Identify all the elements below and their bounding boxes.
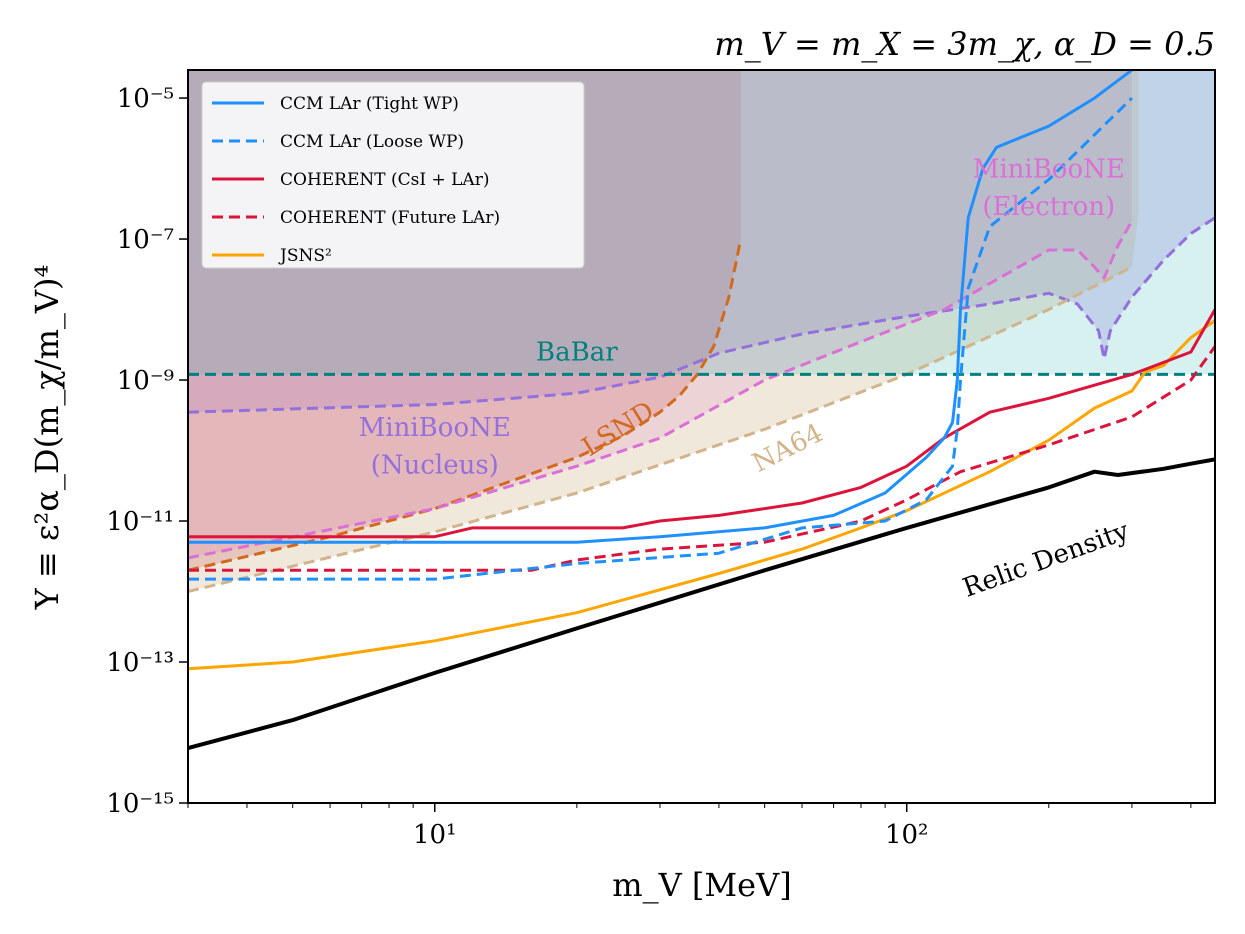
legend: CCM LAr (Tight WP) CCM LAr (Loose WP) COHE…	[201, 81, 585, 269]
chart-title: m_V = m_X = 3m_χ, α_D = 0.5	[714, 25, 1215, 63]
legend-label-coherent-csi-lar: COHERENT (CsI + LAr)	[280, 170, 489, 190]
y-tick-label: 10⁻¹¹	[106, 507, 174, 537]
series-lsnd	[188, 238, 743, 572]
x-tick-label: 10²	[885, 820, 929, 850]
series-coherent-csi-lar	[188, 308, 1215, 539]
annotation-miniboone: MiniBooNE	[359, 413, 511, 443]
series-relic-density	[188, 457, 1215, 751]
series-miniboone-nucleus	[188, 216, 1215, 414]
x-tick-label: 10¹	[413, 820, 457, 850]
legend-label-coherent-future-lar: COHERENT (Future LAr)	[280, 208, 500, 228]
annotation-babar: BaBar	[536, 337, 618, 367]
annotation-relic-density: Relic Density	[959, 516, 1133, 604]
x-axis-label: m_V [MeV]	[612, 866, 791, 904]
legend-label-ccm-lar-tight-wp: CCM LAr (Tight WP)	[280, 94, 459, 114]
legend-label-ccm-lar-loose-wp: CCM LAr (Loose WP)	[280, 132, 464, 152]
series-coherent-future-lar	[188, 345, 1215, 572]
series-ccm-lar-loose-wp	[188, 97, 1133, 581]
annotation-electron: (Electron)	[982, 192, 1115, 222]
y-tick-label: 10⁻⁷	[117, 225, 174, 255]
y-tick-label: 10⁻⁵	[117, 84, 174, 114]
annotation-miniboone: MiniBooNE	[973, 154, 1125, 184]
series-jsns	[188, 319, 1215, 671]
legend-label-jsns: JSNS²	[278, 246, 332, 266]
series-lines	[188, 70, 1215, 751]
y-tick-label: 10⁻¹³	[106, 648, 174, 678]
y-tick-label: 10⁻¹⁵	[106, 789, 174, 819]
series-na64	[188, 265, 1133, 593]
axes: 10⁻⁵ 10⁻⁷ 10⁻⁹ 10⁻¹¹ 10⁻¹³ 10⁻¹⁵ 10¹ 10²	[106, 69, 1216, 850]
series-miniboone-electron	[188, 220, 1134, 560]
series-ccm-lar-tight-wp	[188, 70, 1133, 544]
annotation-nucleus: (Nucleus)	[371, 451, 499, 481]
plot-frame	[187, 69, 1216, 804]
y-tick-label: 10⁻⁹	[117, 366, 174, 396]
legend-box	[201, 81, 585, 269]
y-axis-label: Y ≡ ε²α_D(m_χ/m_V)⁴	[28, 265, 66, 611]
